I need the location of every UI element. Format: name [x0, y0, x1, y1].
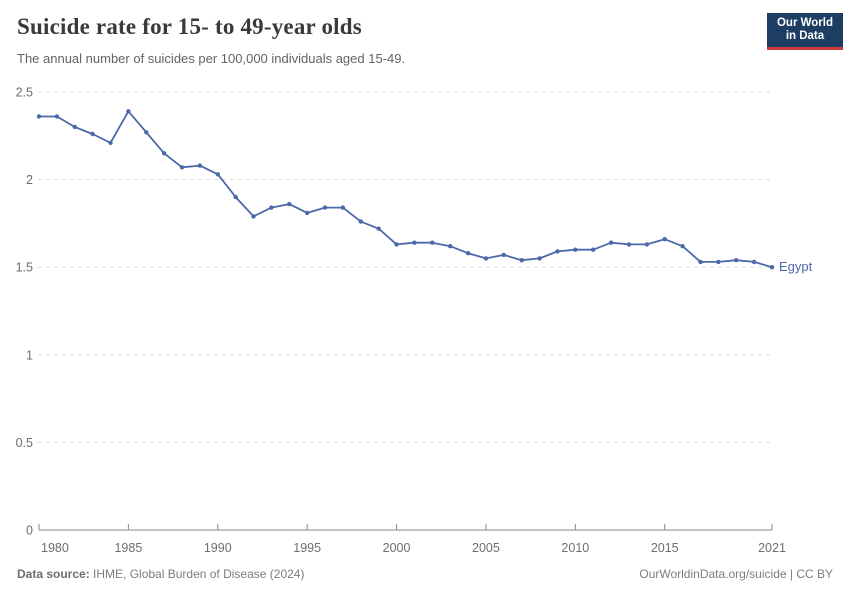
x-tick-label-2021: 2021	[758, 541, 786, 555]
data-point-2015	[662, 237, 667, 242]
data-point-1998	[358, 219, 363, 224]
data-point-1999	[376, 226, 381, 231]
chart-title: Suicide rate for 15- to 49-year olds	[17, 14, 362, 39]
data-point-2010	[573, 247, 578, 252]
owid-logo[interactable]: Our World in Data	[767, 13, 843, 50]
x-tick-label-2000: 2000	[383, 541, 411, 555]
data-point-2014	[644, 242, 650, 247]
data-point-1992	[251, 214, 256, 219]
x-tick-label-2010: 2010	[561, 541, 589, 555]
y-tick-label-0.5: 0.5	[16, 436, 33, 450]
data-point-1982	[72, 124, 78, 130]
chart-footer: Data source: IHME, Global Burden of Dise…	[0, 567, 850, 589]
data-point-2013	[626, 242, 632, 247]
data-point-2007	[519, 258, 524, 263]
y-tick-label-2: 2	[26, 173, 33, 187]
data-point-2000	[394, 242, 399, 247]
data-point-1986	[144, 130, 149, 135]
data-point-1985	[126, 109, 131, 114]
x-tick-label-2015: 2015	[651, 541, 679, 555]
data-point-2011	[591, 247, 596, 252]
data-point-1993	[269, 205, 274, 210]
data-source-label: Data source:	[17, 567, 90, 581]
data-point-2005	[483, 256, 489, 261]
data-point-2002	[430, 240, 435, 245]
data-point-2016	[680, 244, 685, 249]
data-source-text: IHME, Global Burden of Disease (2024)	[89, 567, 305, 581]
data-point-1980	[36, 114, 42, 119]
y-tick-label-1: 1	[26, 348, 33, 362]
chart-subtitle: The annual number of suicides per 100,00…	[17, 51, 406, 66]
data-point-2008	[537, 256, 542, 261]
data-point-1981	[54, 114, 60, 119]
data-point-2017	[698, 259, 703, 265]
owid-logo-line2: in Data	[785, 30, 825, 42]
series-label-egypt: Egypt	[779, 259, 813, 275]
y-tick-label-0: 0	[26, 524, 33, 538]
data-point-1984	[108, 140, 113, 145]
data-point-1988	[179, 165, 185, 170]
owid-logo-text: Our World in Data	[777, 17, 833, 43]
data-point-2009	[555, 249, 560, 254]
data-point-2003	[448, 244, 453, 249]
data-point-1996	[322, 205, 328, 210]
data-point-2012	[608, 240, 614, 245]
data-point-1983	[90, 131, 95, 137]
data-point-2004	[465, 251, 471, 256]
credit-link[interactable]: OurWorldinData.org/suicide | CC BY	[639, 567, 833, 581]
x-tick-label-1990: 1990	[204, 541, 232, 555]
y-tick-label-2.5: 2.5	[16, 86, 33, 100]
x-tick-label-1995: 1995	[293, 541, 321, 555]
data-point-1995	[305, 210, 310, 216]
data-point-1989	[197, 163, 203, 168]
data-point-2001	[412, 240, 417, 245]
data-point-1987	[161, 151, 167, 156]
data-point-2019	[734, 258, 739, 263]
owid-logo-line1: Our World	[776, 17, 833, 29]
data-line-egypt	[38, 110, 773, 269]
data-point-1994	[287, 201, 292, 207]
y-tick-label-1.5: 1.5	[16, 261, 33, 275]
data-point-1997	[340, 205, 346, 210]
x-tick-label-1980: 1980	[41, 541, 69, 555]
data-point-2020	[751, 259, 757, 265]
data-point-2021	[769, 265, 775, 270]
data-source: Data source: IHME, Global Burden of Dise…	[17, 567, 304, 581]
data-point-2006	[501, 252, 506, 258]
x-tick-label-1985: 1985	[114, 541, 142, 555]
data-point-1990	[215, 172, 220, 177]
x-tick-label-2005: 2005	[472, 541, 500, 555]
data-point-1991	[233, 194, 238, 200]
data-point-2018	[716, 259, 721, 265]
